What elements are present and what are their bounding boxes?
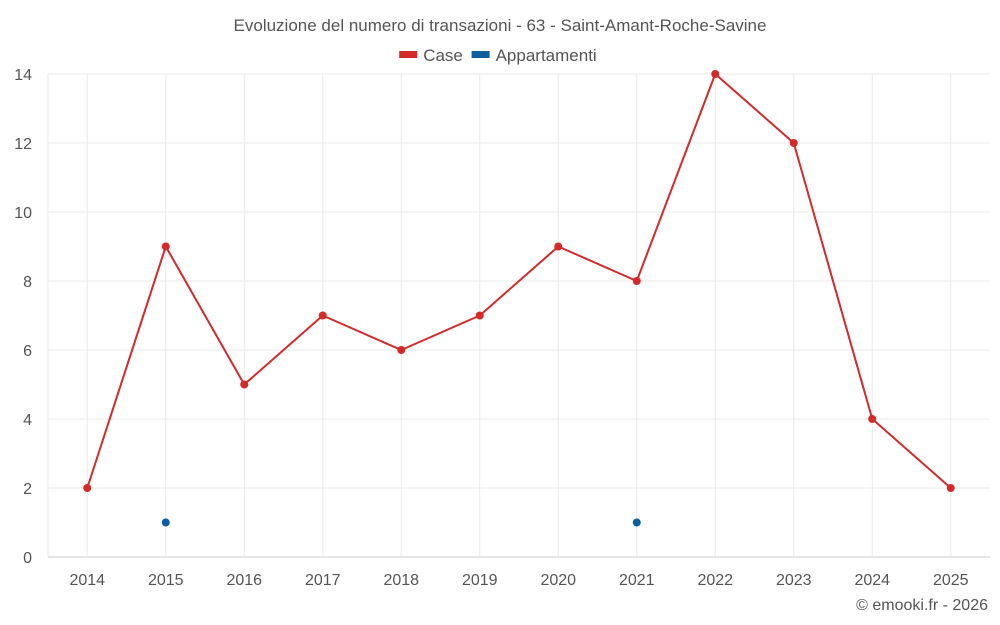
x-axis: 2014 2015 2016 2017 2018 2019 2020 2021 2022 2023… [69,572,968,589]
x-tick-label: 2023 [776,572,812,589]
chart-title: Evoluzione del numero di transazioni - 6… [234,16,767,35]
legend-swatch [471,51,490,58]
legend-item-appartamenti[interactable]: Appartamenti [471,46,597,65]
data-point-appartamenti[interactable] [632,518,641,527]
data-point-case[interactable] [946,484,955,492]
y-tick-label: 6 [23,343,32,360]
data-point-case[interactable] [397,346,406,354]
plot-area [83,70,955,527]
x-tick-label: 2015 [148,572,184,589]
credit-text: © emooki.fr - 2026 [856,597,988,614]
x-tick-label: 2016 [226,572,262,589]
data-point-case[interactable] [161,242,170,251]
x-tick-label: 2022 [697,572,733,589]
grid [47,73,990,558]
y-tick-label: 14 [14,67,32,84]
legend-label: Appartamenti [496,46,597,65]
data-point-case[interactable] [240,380,249,389]
data-point-case[interactable] [475,311,484,320]
data-point-case[interactable] [83,484,92,492]
x-tick-label: 2020 [540,572,576,589]
x-tick-label: 2018 [383,572,419,589]
y-tick-label: 2 [23,481,32,498]
legend-item-case[interactable]: Case [399,46,463,65]
legend: Case Appartamenti [399,46,597,65]
legend-label: Case [423,46,463,65]
y-tick-label: 4 [23,412,32,429]
x-tick-label: 2014 [69,572,105,589]
data-point-case[interactable] [318,311,327,320]
data-point-appartamenti[interactable] [161,518,170,527]
x-tick-label: 2017 [305,572,341,589]
data-point-case[interactable] [789,139,798,147]
x-tick-label: 2019 [462,572,498,589]
legend-swatch [399,51,418,58]
x-tick-label: 2024 [854,572,890,589]
data-point-case[interactable] [554,242,563,251]
y-axis: 0 2 4 6 8 10 12 14 [14,67,32,567]
data-point-case[interactable] [868,415,877,423]
y-tick-label: 12 [14,136,32,153]
y-tick-label: 8 [23,274,32,291]
y-tick-label: 0 [23,550,32,567]
data-point-case[interactable] [632,277,641,285]
data-point-case[interactable] [711,70,720,78]
x-tick-label: 2025 [933,572,969,589]
series-line-case [86,73,952,489]
y-tick-label: 10 [14,205,32,222]
x-tick-label: 2021 [619,572,655,589]
